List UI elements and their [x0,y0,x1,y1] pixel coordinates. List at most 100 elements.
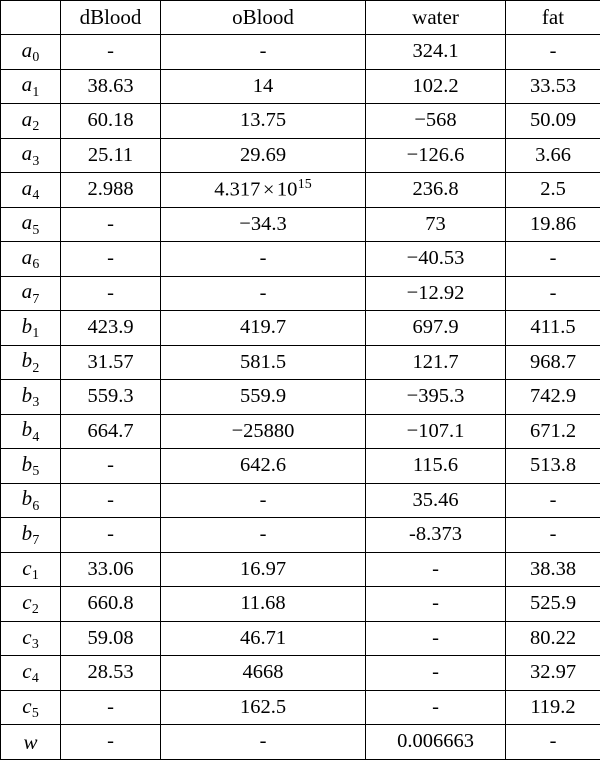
cell-a3-water: −126.6 [365,137,506,174]
cell-b7-water: -8.373 [365,517,506,553]
row-label-subscript: 4 [32,187,40,203]
cell-b6-fat: - [505,482,600,519]
table-row: c1 33.06 16.97-38.38 [0,551,600,588]
cell-w-dblood: - [60,724,161,760]
cell-b7-dblood: - [60,517,161,553]
exponent-value: 15 [297,177,312,193]
cell-a7-fat: - [505,275,600,312]
cell-a0-fat: - [505,34,600,70]
cell-c2-water: - [365,586,506,622]
table-row: a1 38.63 14 102.2 33.53 [0,68,600,105]
row-label-base: b [21,451,33,476]
cell-c5-water: - [365,689,506,726]
table-row: b3 559.3 559.9 −395.3 742.9 [0,379,600,415]
cell-a0-dblood: - [60,34,161,70]
row-label-base: b [21,486,33,511]
cell-a6-fat: - [505,241,600,277]
cell-a1-fat: 33.53 [505,68,600,105]
row-label-base: a [21,72,33,97]
row-label-base: c [22,590,32,615]
row-label-base: a [21,106,33,131]
cell-b4-oblood: −25880 [160,413,366,450]
row-label-base: c [22,693,32,718]
cell-a3-fat: 3.66 [505,137,600,174]
cell-a4-oblood: 4.317 × 1015 [160,172,366,208]
row-label-a1: a1 [0,68,61,105]
row-label-subscript: 1 [31,566,39,582]
table-row: a3 25.11 29.69 −126.6 3.66 [0,137,600,174]
table-row: b4 664.7 −25880 −107.1 671.2 [0,413,600,450]
table-row: w - -0.006663- [0,724,600,760]
mantissa: 4.317 [214,178,261,201]
cell-a3-oblood: 29.69 [160,137,366,174]
cell-c2-fat: 525.9 [505,586,600,622]
cell-b4-fat: 671.2 [505,413,600,450]
multiplication-sign: × [262,178,275,201]
cell-a5-fat: 19.86 [505,206,600,243]
cell-b3-water: −395.3 [365,379,506,415]
row-label-base: a [21,244,33,269]
cell-a6-dblood: - [60,241,161,277]
cell-a5-dblood: - [60,206,161,243]
cell-a0-water: 324.1 [365,34,506,70]
table-row: a6- - −40.53- [0,241,600,277]
row-label-b4: b4 [0,413,61,450]
row-label-subscript: 2 [32,359,40,375]
row-label-subscript: 1 [32,325,40,341]
column-header-fat: fat [505,0,600,35]
column-header-water: water [365,0,506,35]
row-label-subscript: 5 [32,463,40,479]
cell-b4-dblood: 664.7 [60,413,161,450]
cell-c2-oblood: 11.68 [160,586,366,622]
row-label-base: a [21,175,33,200]
row-label-base: a [21,37,33,62]
cell-a5-oblood: −34.3 [160,206,366,243]
row-label-subscript: 2 [32,118,40,134]
cell-a2-fat: 50.09 [505,103,600,139]
cell-b1-oblood: 419.7 [160,310,366,346]
cell-b1-dblood: 423.9 [60,310,161,346]
row-label-a6: a6 [0,241,61,277]
column-header-oblood: oBlood [160,0,366,35]
cell-c4-oblood: 4668 [160,655,366,691]
cell-b3-dblood: 559.3 [60,379,161,415]
row-label-subscript: 3 [32,394,40,410]
cell-a6-water: −40.53 [365,241,506,277]
row-label-a5: a5 [0,206,61,243]
row-label-c1: c1 [0,551,61,588]
cell-b3-oblood: 559.9 [160,379,366,415]
cell-a4-dblood: 2.988 [60,172,161,208]
cell-c5-oblood: 162.5 [160,689,366,726]
cell-c4-water: - [365,655,506,691]
row-label-subscript: 4 [31,670,39,686]
table-row: c4 28.53 4668-32.97 [0,655,600,691]
cell-c1-dblood: 33.06 [60,551,161,588]
cell-c3-fat: 80.22 [505,620,600,657]
table-row: b2 31.57 581.5 121.7 968.7 [0,344,600,381]
row-label-base: a [21,279,33,304]
row-label-subscript: 5 [31,704,39,720]
cell-b6-oblood: - [160,482,366,519]
row-label-subscript: 3 [31,635,39,651]
table-row: c3 59.08 46.71-80.22 [0,620,600,657]
row-label-subscript: 7 [32,290,40,306]
cell-c3-water: - [365,620,506,657]
cell-a5-water: 73 [365,206,506,243]
cell-c1-oblood: 16.97 [160,551,366,588]
cell-b5-fat: 513.8 [505,448,600,484]
row-label-base: b [21,417,33,442]
cell-b3-fat: 742.9 [505,379,600,415]
cell-b5-dblood: - [60,448,161,484]
row-label-subscript: 6 [32,497,40,513]
row-label-base: b [21,348,33,373]
cell-b5-water: 115.6 [365,448,506,484]
cell-a2-oblood: 13.75 [160,103,366,139]
row-label-a0: a0 [0,34,61,70]
table-row: a2 60.18 13.75 −568 50.09 [0,103,600,139]
table-body: a0- -324.1- a1 38.63 14 102.2 33.53 a2 60.18 13.7… [0,34,600,760]
row-label-a2: a2 [0,103,61,139]
row-label-subscript: 5 [32,221,40,237]
cell-a1-water: 102.2 [365,68,506,105]
cell-a7-water: −12.92 [365,275,506,312]
cell-a4-water: 236.8 [365,172,506,208]
